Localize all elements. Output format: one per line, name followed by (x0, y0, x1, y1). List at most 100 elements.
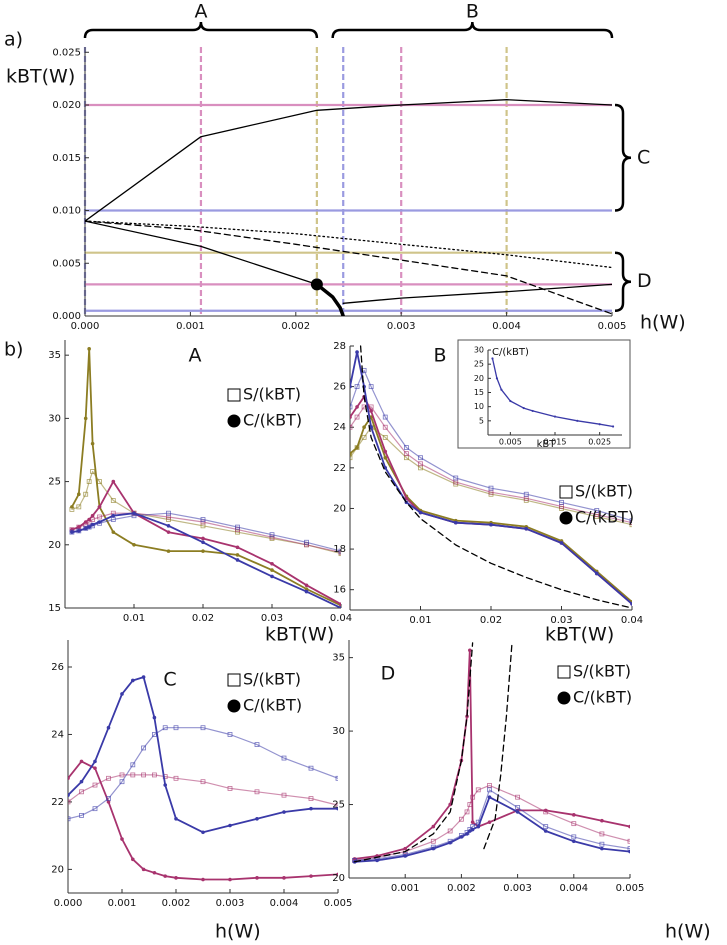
square-marker (430, 844, 436, 850)
x-tick-label: 0.000 (71, 321, 100, 332)
x-tick-label: 0.004 (492, 321, 521, 332)
circle-marker (304, 587, 309, 591)
circle-marker (491, 357, 494, 360)
y-tick-label: 22 (51, 797, 64, 808)
y-tick-label: 0.005 (52, 258, 81, 269)
circle-marker (470, 820, 475, 824)
x-tick-label: 0.01 (409, 615, 431, 626)
square-marker (467, 827, 473, 832)
y-tick-label: 35 (48, 350, 61, 361)
x-tick-label: 0.001 (176, 321, 205, 332)
circle-marker (500, 388, 503, 391)
legend-marker (227, 699, 241, 713)
square-marker (447, 828, 453, 834)
square-marker (162, 725, 168, 731)
square-marker (69, 506, 75, 512)
y-tick-label: 25 (48, 477, 61, 488)
y-tick-label: 0.025 (52, 47, 81, 58)
square-marker (335, 775, 338, 781)
square-marker (166, 510, 171, 516)
square-marker (368, 404, 374, 410)
circle-marker (111, 530, 116, 534)
legend-label: C/(kBT) (243, 411, 302, 430)
circle-marker (487, 820, 492, 824)
circle-marker (369, 425, 373, 430)
square-marker (354, 384, 360, 390)
critical-point (310, 278, 323, 291)
x-tick-label: 0.04 (621, 615, 643, 626)
square-marker (200, 725, 206, 731)
circle-marker (131, 678, 135, 683)
circle-marker (166, 549, 171, 553)
series-line (353, 649, 630, 860)
square-marker (119, 779, 125, 785)
square-marker (599, 831, 605, 837)
circle-marker (369, 409, 373, 413)
square-marker (200, 779, 206, 785)
square-marker (599, 841, 605, 847)
legend-label: S/(kBT) (575, 482, 633, 501)
y-tick-label: 5 (479, 416, 484, 425)
x-tick-label: 0.002 (447, 883, 476, 894)
circle-marker (282, 876, 286, 880)
circle-marker (383, 449, 388, 454)
circle-marker (598, 423, 601, 426)
circle-marker (163, 874, 167, 878)
legend-marker (227, 673, 241, 687)
panel-label: b) (4, 339, 23, 361)
circle-marker (304, 583, 309, 588)
series-line (85, 220, 318, 286)
circle-marker (468, 648, 472, 653)
circle-marker (70, 505, 74, 509)
square-marker (458, 832, 464, 838)
x-tick-label: 0.005 (598, 321, 627, 332)
square-marker (430, 838, 436, 844)
chart-title: A (189, 345, 202, 367)
series-line (491, 357, 614, 428)
square-marker (571, 834, 577, 840)
circle-marker (515, 810, 520, 814)
square-marker (350, 424, 353, 430)
square-marker (559, 499, 564, 505)
plot-area (350, 345, 632, 609)
series-line (350, 406, 632, 524)
circle-marker (531, 409, 534, 413)
circle-marker (576, 419, 579, 422)
legend-label: S/(kBT) (243, 385, 301, 404)
circle-marker (174, 816, 178, 821)
circle-marker (522, 406, 525, 410)
circle-marker (339, 606, 341, 608)
square-marker (382, 434, 388, 440)
panel: 0.005 0.015 0.025 5 10 15 20 25 30 C/(kBT) kBT (457, 339, 631, 450)
circle-marker (90, 441, 95, 446)
square-marker (69, 529, 75, 535)
x-tick-label: 0.003 (503, 883, 532, 894)
square-marker (79, 789, 84, 795)
circle-marker (350, 451, 352, 456)
square-marker (269, 532, 275, 538)
panel-label: a) (4, 29, 23, 51)
circle-marker (120, 837, 124, 841)
series-line (68, 727, 338, 820)
square-marker (76, 504, 82, 510)
chart-title: D (381, 663, 396, 685)
x-tick-label: 0.005 (499, 438, 522, 447)
square-marker (97, 520, 102, 526)
y-tick-label: 20 (333, 503, 346, 514)
square-marker (382, 424, 388, 430)
series-line (71, 347, 341, 607)
x-tick-label: 0.01 (123, 613, 145, 624)
series-line (68, 760, 338, 881)
legend-label: C/(kBT) (573, 688, 632, 707)
chart-title: B (433, 345, 446, 367)
circle-marker (83, 416, 88, 421)
square-marker (487, 783, 492, 788)
x-tick-label: 0.02 (480, 615, 502, 626)
circle-marker (448, 802, 452, 807)
circle-marker (630, 602, 632, 606)
square-marker (487, 787, 492, 793)
circle-marker (282, 810, 286, 814)
y-tick-label: 0.020 (52, 100, 81, 111)
